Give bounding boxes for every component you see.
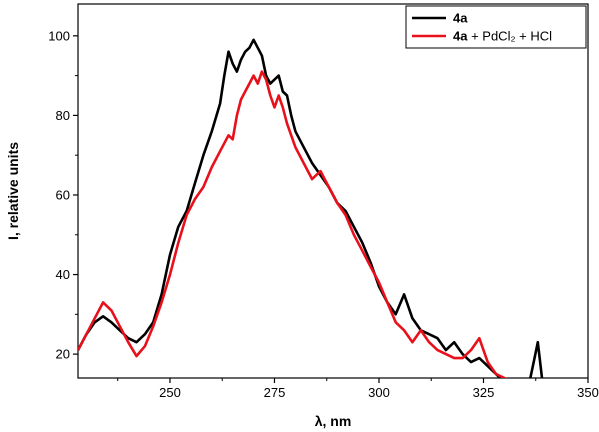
- y-tick-label: 20: [56, 347, 70, 362]
- y-tick-label: 80: [56, 108, 70, 123]
- series-layer: [78, 38, 544, 378]
- x-tick-label: 250: [159, 385, 181, 400]
- legend-label-rest: + PdCl₂ + HCl: [467, 29, 552, 44]
- y-tick-label: 100: [48, 28, 70, 43]
- series-line-2: [78, 70, 508, 378]
- legend-box: [405, 5, 587, 49]
- legend-label-2: 4a + PdCl₂ + HCl: [453, 29, 552, 44]
- plot-frame: [77, 3, 589, 379]
- series-line-1: [78, 38, 544, 378]
- x-tick-label: 275: [264, 385, 286, 400]
- x-axis-title: λ, nm: [315, 413, 352, 429]
- y-tick-label: 60: [56, 187, 70, 202]
- legend-label-bold: 4a: [453, 11, 468, 26]
- plot-border: [77, 3, 589, 379]
- y-axis-title: I, relative units: [5, 142, 21, 240]
- x-tick-label: 300: [368, 385, 390, 400]
- x-tick-label: 325: [473, 385, 495, 400]
- legend-label-bold: 4a: [453, 29, 468, 44]
- axis-ticks: 250 275 300 325 350 20 40 60 80 100: [48, 28, 599, 400]
- y-tick-label: 40: [56, 267, 70, 282]
- legend-label-1: 4a: [453, 11, 468, 26]
- x-tick-label: 350: [577, 385, 599, 400]
